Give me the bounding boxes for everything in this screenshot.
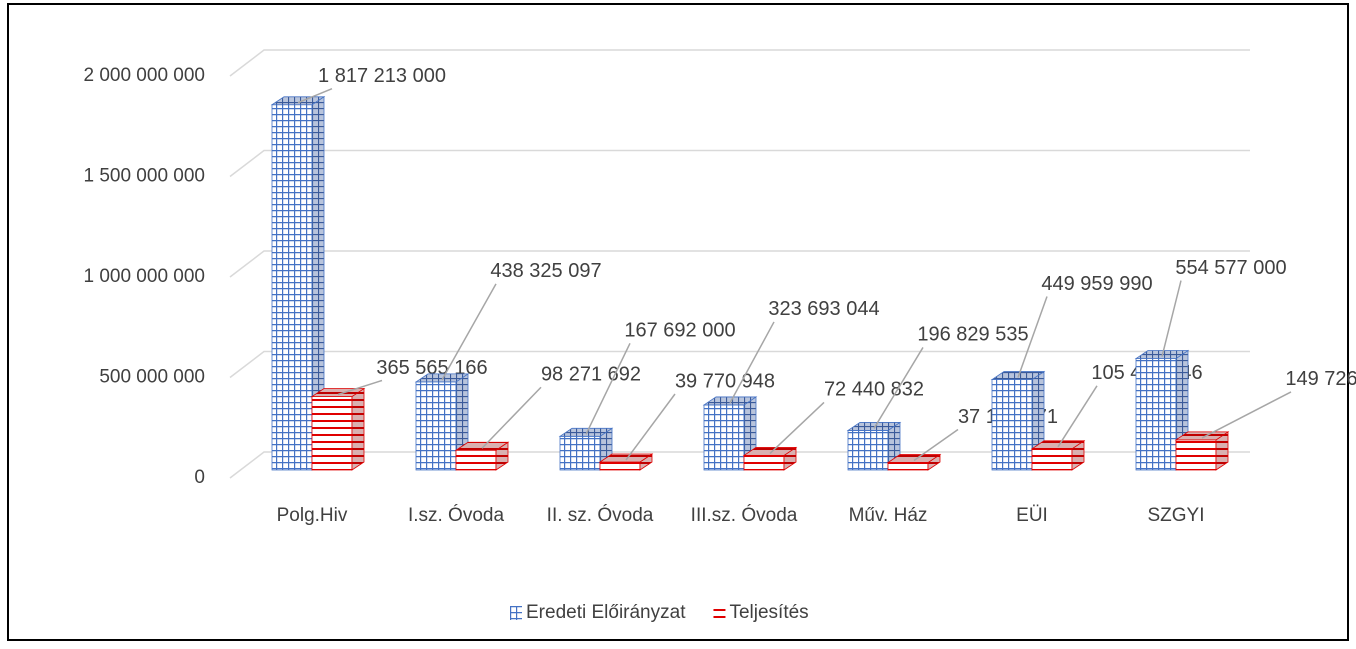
x-tick-label: SZGYI (1147, 505, 1204, 526)
y-tick-label: 500 000 000 (99, 367, 205, 388)
bar (1174, 431, 1230, 471)
bar-face (846, 422, 902, 431)
data-label: 1 817 213 000 (318, 65, 446, 87)
frame (7, 3, 1349, 641)
leader-line (441, 283, 497, 381)
leader-line (1017, 296, 1048, 378)
leader-line (1057, 385, 1098, 448)
bar-face (1174, 431, 1230, 441)
x-tick-label: Műv. Ház (849, 505, 928, 526)
bar-face (703, 404, 745, 471)
bar-face (558, 427, 614, 437)
bar-face (742, 447, 798, 456)
bar (846, 421, 902, 471)
bar-face (598, 453, 654, 463)
legend-label: Eredeti Előirányzat (526, 602, 686, 623)
bar (1030, 440, 1086, 471)
leader-line (729, 321, 775, 404)
leader-line (1201, 391, 1292, 439)
bar (598, 453, 654, 471)
bar-face (559, 435, 601, 471)
leader-line (913, 428, 959, 462)
x-tick-label: Polg.Hiv (277, 505, 348, 526)
bar (270, 95, 326, 471)
bar-face (743, 455, 785, 471)
bar-face (1135, 358, 1177, 471)
data-label: 449 959 990 (1041, 273, 1152, 295)
data-label: 554 577 000 (1175, 257, 1286, 279)
data-label: 323 693 044 (768, 298, 879, 320)
bar-face (271, 104, 313, 471)
bar-face (270, 96, 326, 106)
x-tick-label: III.sz. Óvoda (691, 504, 798, 526)
bar (886, 453, 942, 471)
grid-line (229, 49, 1250, 77)
y-tick-label: 1 000 000 000 (83, 266, 205, 287)
leader-line (297, 88, 333, 104)
data-label: 167 692 000 (624, 320, 735, 342)
bar-face (1031, 448, 1073, 471)
bar-face (415, 381, 457, 471)
bar (454, 441, 510, 471)
grid-line (229, 149, 1250, 178)
bar-face (351, 387, 365, 471)
legend-label: Teljesítés (729, 602, 808, 623)
legend-swatch (510, 606, 522, 620)
leader-line (481, 386, 542, 449)
leader-line (337, 379, 383, 396)
data-label: 438 325 097 (490, 260, 601, 282)
y-tick-label: 0 (194, 467, 205, 488)
x-tick-label: I.sz. Óvoda (408, 504, 505, 526)
grid-line (229, 250, 1250, 278)
bar-face (1175, 439, 1217, 471)
leader-line (585, 342, 631, 435)
bar-face (702, 396, 758, 406)
x-tick-label: EÜI (1016, 505, 1048, 526)
leader-line (1161, 280, 1182, 357)
legend-swatch (713, 606, 726, 620)
bar-face (991, 379, 1033, 471)
bar-face (599, 461, 641, 471)
bar-face (311, 396, 353, 471)
bar (702, 396, 758, 471)
y-tick-label: 1 500 000 000 (83, 166, 205, 187)
bar-face (1030, 440, 1086, 450)
data-label: 365 565 166 (376, 357, 487, 379)
y-tick-label: 2 000 000 000 (83, 65, 205, 86)
x-tick-label: II. sz. Óvoda (547, 504, 654, 526)
bar-face (886, 454, 942, 463)
bar-face (414, 373, 470, 383)
data-label: 39 770 948 (675, 370, 775, 392)
leader-line (769, 401, 825, 454)
data-label: 149 726 462 (1285, 368, 1356, 390)
leader-line (625, 393, 676, 461)
bar (742, 446, 798, 471)
data-label: 196 829 535 (917, 324, 1028, 346)
bar-face (454, 441, 510, 451)
bar (310, 387, 366, 471)
bar-face (887, 462, 929, 471)
bar-face (847, 430, 889, 471)
leader-line (873, 347, 924, 429)
data-label: 72 440 832 (824, 379, 924, 401)
grid-line (229, 451, 1250, 479)
bar-face (455, 449, 497, 471)
data-label: 98 271 692 (541, 364, 641, 386)
